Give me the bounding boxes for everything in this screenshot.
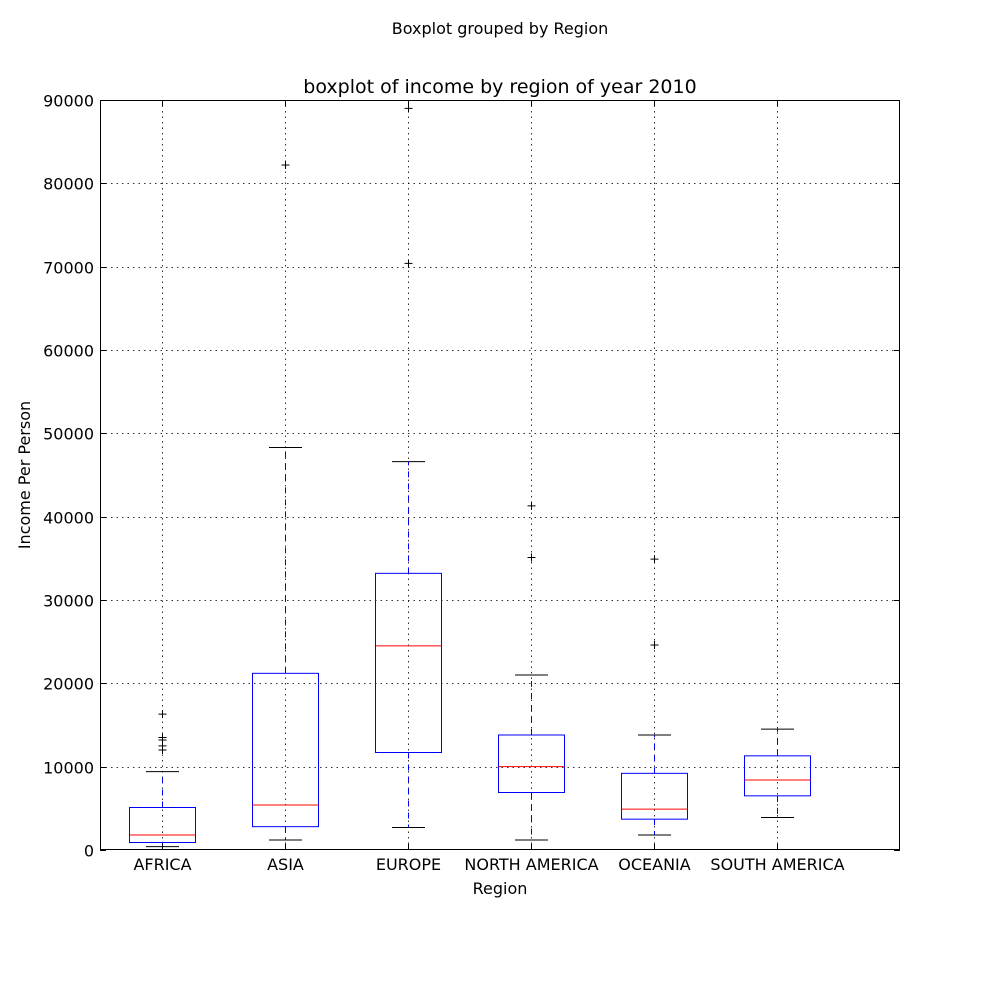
x-tick-label: ASIA — [267, 855, 304, 874]
box-iqr — [744, 755, 811, 797]
x-tick-label: OCEANIA — [618, 855, 691, 874]
axis-ticks: 0 10000 20000 30000 40000 50000 60000 70000 8000… — [43, 92, 900, 874]
box-iqr — [498, 734, 565, 793]
plot-frame — [100, 100, 900, 850]
flier-point — [404, 259, 413, 268]
box-group — [621, 555, 688, 836]
y-tick-label: 80000 — [43, 175, 94, 194]
y-tick-label: 20000 — [43, 675, 94, 694]
y-tick-label: 50000 — [43, 425, 94, 444]
y-tick-label: 10000 — [43, 759, 94, 778]
x-tick-label: NORTH AMERICA — [464, 855, 598, 874]
box-group — [129, 710, 196, 848]
flier-point — [650, 555, 659, 564]
flier-point — [650, 641, 659, 649]
box-group — [498, 501, 565, 841]
y-tick-label: 70000 — [43, 259, 94, 278]
box-series — [129, 104, 811, 848]
y-tick-label: 0 — [84, 842, 94, 861]
x-tick-label: EUROPE — [376, 855, 441, 874]
box-iqr — [621, 772, 688, 820]
flier-point — [527, 553, 536, 562]
box-group — [744, 728, 811, 818]
box-group — [252, 161, 319, 841]
box-iqr — [375, 572, 442, 753]
flier-point — [158, 733, 167, 742]
x-tick-label: SOUTH AMERICA — [710, 855, 844, 874]
x-tick-label: AFRICA — [133, 855, 191, 874]
y-tick-label: 30000 — [43, 592, 94, 611]
figure-suptitle: Boxplot grouped by Region — [392, 19, 609, 38]
grid-lines — [100, 100, 900, 850]
y-tick-label: 40000 — [43, 509, 94, 528]
box-group — [375, 104, 442, 828]
flier-point — [158, 710, 167, 719]
flier-point — [527, 501, 536, 510]
y-tick-label: 90000 — [43, 92, 94, 111]
chart-title: boxplot of income by region of year 2010 — [303, 76, 696, 98]
box-iqr — [252, 672, 319, 828]
x-axis-label: Region — [473, 879, 528, 898]
box-iqr — [129, 807, 196, 843]
y-axis-label: Income Per Person — [15, 401, 34, 549]
flier-point — [281, 161, 290, 169]
y-tick-label: 60000 — [43, 342, 94, 361]
